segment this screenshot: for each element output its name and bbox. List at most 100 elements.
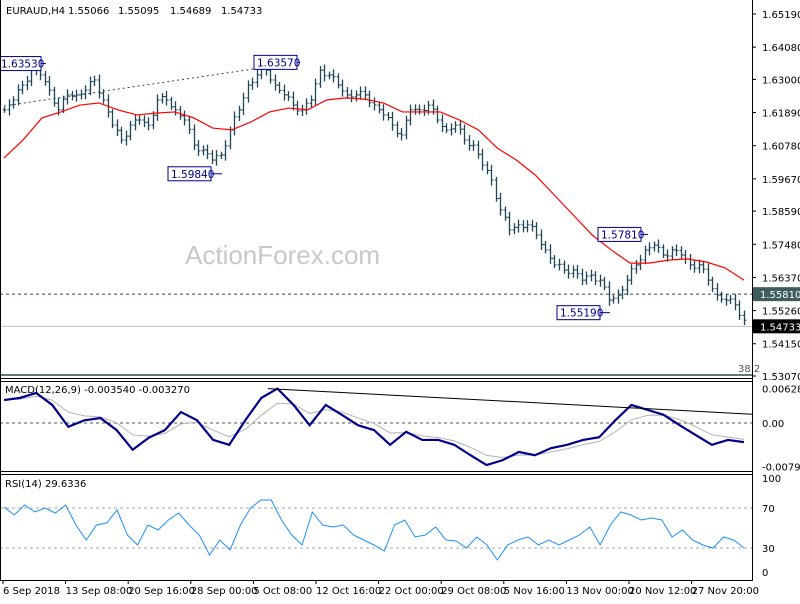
macd-line	[3, 387, 745, 467]
watermark: ActionForex.com	[185, 240, 380, 270]
price-bar	[237, 105, 242, 122]
price-bar	[223, 140, 228, 161]
time-tick-label: 5 Nov 16:00	[504, 586, 565, 597]
price-bar	[661, 244, 666, 259]
macd-tick-label: -0.007985	[762, 463, 800, 474]
price-tick-label: 1.60780	[762, 142, 800, 153]
price-bar	[719, 291, 724, 303]
price-bar	[575, 264, 580, 279]
annotation-box	[167, 166, 212, 182]
price-tick-label: 1.56370	[762, 273, 800, 284]
price-bar	[503, 206, 508, 221]
price-bar	[598, 274, 603, 287]
price-bar	[670, 246, 675, 260]
price-bar	[219, 151, 224, 159]
annotation-label: 1.57810	[601, 229, 644, 241]
price-trendline	[3, 67, 261, 107]
price-bar	[318, 66, 323, 88]
price-bar	[498, 192, 503, 216]
price-bar	[169, 96, 174, 111]
price-bar	[737, 300, 742, 321]
price-bar	[322, 64, 327, 82]
macd-signal-line	[3, 395, 745, 459]
price-bar	[25, 76, 30, 91]
price-bar	[525, 220, 530, 233]
price-tick-label: 1.54150	[762, 340, 800, 351]
price-bar	[61, 95, 66, 114]
time-tick-label: 28 Sep 00:00	[191, 586, 258, 597]
price-bar	[349, 89, 354, 103]
price-bar	[97, 74, 102, 99]
price-bar	[706, 263, 711, 286]
time-tick-label: 13 Nov 00:00	[566, 586, 633, 597]
price-bar	[241, 92, 246, 116]
price-bar	[88, 76, 93, 96]
time-tick-label: 20 Sep 16:00	[128, 586, 195, 597]
moving-average-line	[3, 97, 745, 281]
price-bar	[530, 219, 535, 232]
current-price-box	[753, 319, 800, 334]
price-bar	[16, 84, 21, 106]
price-bar	[679, 246, 684, 260]
price-bar	[440, 114, 445, 133]
price-bar	[309, 95, 314, 108]
rsi-tick-label: 0	[762, 568, 768, 579]
price-tick-label: 1.63000	[762, 75, 800, 86]
price-bar	[697, 259, 702, 274]
price-bar	[728, 295, 733, 305]
price-bar	[715, 283, 720, 301]
price-bar	[133, 114, 138, 131]
price-bar	[643, 245, 648, 265]
price-bar	[408, 104, 413, 126]
price-bar	[557, 258, 562, 271]
price-bar	[295, 100, 300, 116]
rsi-panel: 100 70 30 0	[0, 474, 781, 579]
price-bar	[372, 97, 377, 111]
price-bar	[250, 77, 255, 90]
support-price-label: 1.55810	[760, 290, 800, 301]
price-bar	[160, 92, 165, 104]
price-bar	[589, 269, 594, 282]
price-bar	[155, 94, 160, 121]
price-annotation: 1.55190	[556, 305, 610, 321]
macd-tick-label: 0.006288	[762, 385, 800, 396]
price-bar	[413, 104, 418, 115]
price-bar	[629, 264, 634, 285]
time-tick-label: 12 Oct 16:00	[316, 586, 381, 597]
price-bar	[142, 115, 147, 128]
price-bar	[476, 140, 481, 159]
price-bar	[336, 73, 341, 89]
price-bar	[742, 310, 747, 326]
macd-trendline	[267, 388, 753, 415]
price-bar	[345, 86, 350, 99]
annotation-box	[597, 226, 642, 242]
price-annotation: 1.63530	[0, 56, 46, 72]
price-bar	[634, 260, 639, 274]
rsi-line	[3, 499, 745, 561]
symbol-label: EURAUD,H4	[6, 6, 65, 17]
price-bar	[422, 104, 427, 116]
price-bar	[74, 89, 79, 102]
price-bar	[187, 115, 192, 134]
price-bar	[367, 90, 372, 108]
price-bar	[192, 124, 197, 151]
time-tick-label: 27 Nov 20:00	[692, 586, 759, 597]
macd-tick-label: 0.00	[762, 419, 784, 430]
annotation-label: 1.63530	[1, 59, 44, 71]
annotation-label: 1.55190	[560, 308, 603, 320]
price-bar	[543, 241, 548, 254]
price-bar	[494, 176, 499, 202]
price-bar	[584, 271, 589, 285]
price-bar	[471, 140, 476, 151]
price-bar	[395, 121, 400, 138]
price-bar	[571, 265, 576, 278]
price-bar	[182, 110, 187, 126]
price-bar	[625, 274, 630, 296]
price-bar	[246, 80, 251, 103]
time-tick-label: 6 Sep 2018	[3, 586, 60, 597]
price-bar	[647, 242, 652, 256]
price-bar	[516, 219, 521, 233]
price-bar	[602, 276, 607, 291]
